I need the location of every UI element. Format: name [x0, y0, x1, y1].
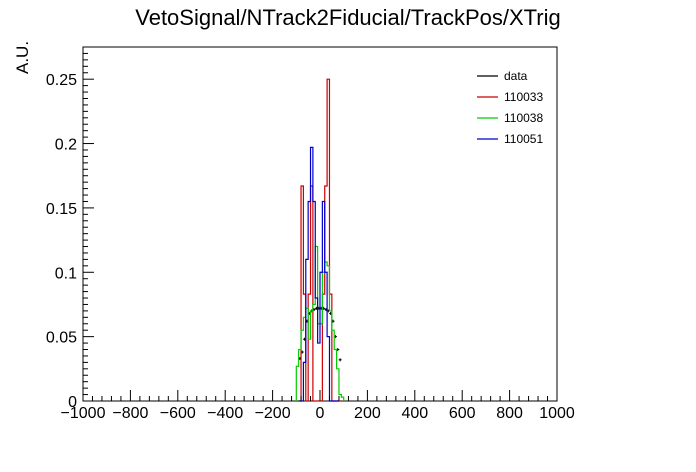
legend: data 110033 110038 110051 [477, 69, 543, 146]
y-tick-label: 0.2 [55, 137, 77, 154]
x-tick-label: 1000 [539, 405, 575, 422]
series-line-110051 [298, 146, 339, 402]
x-tick-label: 400 [401, 405, 428, 422]
y-tick-label: 0.1 [55, 265, 77, 282]
y-tick-label: 0.25 [46, 72, 77, 89]
x-tick-label: −200 [255, 405, 291, 422]
y-axis-label: A.U. [13, 41, 32, 74]
y-tick-label: 0 [68, 394, 77, 411]
legend-entry: data [504, 69, 528, 83]
series-110051 [298, 146, 339, 402]
x-tick-label: −600 [160, 405, 196, 422]
legend-entry: 110038 [504, 111, 543, 125]
y-tick-label: 0.15 [46, 201, 77, 218]
series-110033 [298, 78, 342, 402]
legend-entry: 110033 [504, 90, 543, 104]
chart-title: VetoSignal/NTrack2Fiducial/TrackPos/XTri… [135, 5, 561, 30]
x-tick-label: 0 [316, 405, 325, 422]
x-tick-label: −800 [112, 405, 148, 422]
x-tick-label: 200 [354, 405, 381, 422]
series-line-110033 [298, 78, 342, 402]
x-tick-label: 600 [449, 405, 476, 422]
x-tick-label: −400 [207, 405, 243, 422]
legend-entry: 110051 [504, 132, 543, 146]
y-tick-label: 0.05 [46, 330, 77, 347]
plot-frame [82, 46, 558, 402]
x-tick-label: −1000 [61, 405, 106, 422]
x-tick-label: 800 [496, 405, 523, 422]
